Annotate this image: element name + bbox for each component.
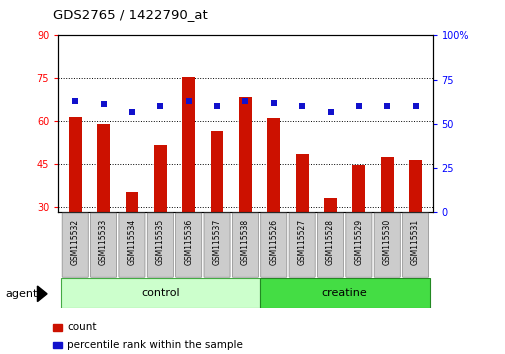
Point [71, 98, 79, 104]
FancyBboxPatch shape [288, 213, 315, 277]
Text: GSM115533: GSM115533 [99, 219, 108, 265]
FancyBboxPatch shape [260, 213, 286, 277]
Text: GSM115529: GSM115529 [354, 219, 363, 265]
FancyBboxPatch shape [345, 213, 371, 277]
Bar [125, 193, 138, 212]
Bar [53, 342, 62, 348]
Polygon shape [37, 286, 47, 302]
Bar [352, 165, 365, 212]
Point [297, 103, 306, 109]
FancyBboxPatch shape [402, 213, 428, 277]
FancyBboxPatch shape [175, 213, 201, 277]
Bar [69, 117, 81, 212]
Bar [238, 97, 251, 212]
Point [382, 103, 390, 109]
Text: GSM115536: GSM115536 [184, 219, 193, 265]
Point [354, 103, 362, 109]
Text: GSM115527: GSM115527 [297, 219, 306, 265]
Bar [259, 278, 429, 308]
Text: GSM115526: GSM115526 [269, 219, 278, 265]
Point [99, 102, 108, 107]
FancyBboxPatch shape [374, 213, 399, 277]
Point [411, 103, 419, 109]
Point [269, 100, 277, 105]
FancyBboxPatch shape [232, 213, 258, 277]
Bar [53, 324, 62, 331]
Bar [61, 278, 259, 308]
FancyBboxPatch shape [90, 213, 116, 277]
Bar [154, 145, 166, 212]
Text: control: control [141, 288, 179, 298]
Text: GSM115528: GSM115528 [325, 219, 334, 265]
Bar [210, 131, 223, 212]
Text: GSM115538: GSM115538 [240, 219, 249, 265]
Point [184, 98, 192, 104]
Point [326, 109, 334, 114]
Bar [380, 157, 393, 212]
Point [213, 103, 221, 109]
Bar [324, 198, 336, 212]
Text: GSM115531: GSM115531 [410, 219, 419, 265]
Bar [182, 77, 194, 212]
Text: GSM115530: GSM115530 [382, 219, 391, 265]
Text: GSM115537: GSM115537 [212, 219, 221, 265]
Bar [267, 118, 280, 212]
Text: GDS2765 / 1422790_at: GDS2765 / 1422790_at [53, 8, 208, 21]
FancyBboxPatch shape [204, 213, 230, 277]
FancyBboxPatch shape [62, 213, 88, 277]
FancyBboxPatch shape [147, 213, 173, 277]
Text: agent: agent [5, 289, 37, 299]
Bar [409, 160, 421, 212]
Point [241, 98, 249, 104]
Text: GSM115534: GSM115534 [127, 219, 136, 265]
Text: percentile rank within the sample: percentile rank within the sample [67, 340, 243, 350]
Point [156, 103, 164, 109]
Text: GSM115532: GSM115532 [71, 219, 80, 265]
Text: GSM115535: GSM115535 [156, 219, 165, 265]
Text: creatine: creatine [321, 288, 367, 298]
Bar [295, 154, 308, 212]
Point [128, 109, 136, 114]
Bar [97, 124, 110, 212]
FancyBboxPatch shape [119, 213, 145, 277]
FancyBboxPatch shape [317, 213, 343, 277]
Text: count: count [67, 322, 96, 332]
